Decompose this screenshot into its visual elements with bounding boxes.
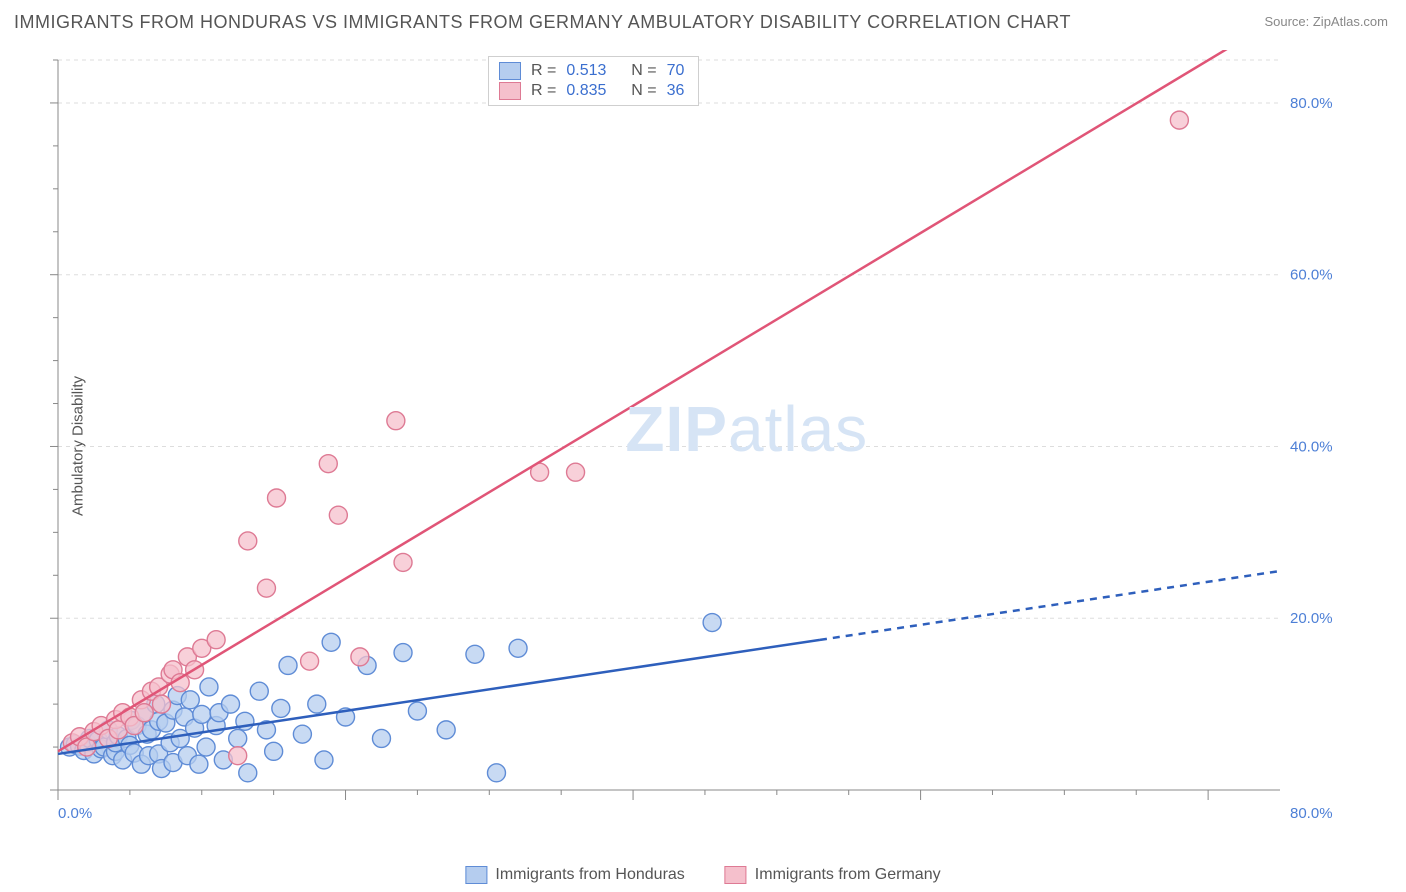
scatter-point <box>387 412 405 430</box>
legend-n-prefix: N = <box>631 82 656 100</box>
chart-plot-area: ZIPatlas 20.0%40.0%60.0%80.0%0.0%80.0% <box>50 50 1390 840</box>
scatter-point <box>703 614 721 632</box>
scatter-point <box>509 639 527 657</box>
scatter-svg: 20.0% 40.0% 60.0% 80.0% 0.0% 80.0% <box>50 50 1350 840</box>
scatter-point <box>1170 111 1188 129</box>
scatter-point <box>351 648 369 666</box>
regression-line-germany <box>58 50 1280 751</box>
scatter-point <box>487 764 505 782</box>
legend-swatch <box>499 82 521 100</box>
source-prefix: Source: <box>1264 14 1312 29</box>
legend-series-label: Immigrants from Honduras <box>495 866 684 884</box>
scatter-point <box>265 742 283 760</box>
scatter-point <box>329 506 347 524</box>
legend-n-prefix: N = <box>631 62 656 80</box>
scatter-point <box>293 725 311 743</box>
regression-line-honduras-dashed <box>820 571 1280 640</box>
scatter-germany <box>63 111 1188 765</box>
legend-series-item: Immigrants from Honduras <box>465 866 684 884</box>
scatter-point <box>437 721 455 739</box>
scatter-point <box>372 729 390 747</box>
scatter-point <box>319 455 337 473</box>
legend-r-prefix: R = <box>531 82 556 100</box>
legend-series-label: Immigrants from Germany <box>755 866 941 884</box>
scatter-point <box>308 695 326 713</box>
scatter-point <box>197 738 215 756</box>
scatter-point <box>279 656 297 674</box>
scatter-point <box>207 631 225 649</box>
legend-n-value: 70 <box>667 62 685 80</box>
scatter-point <box>135 704 153 722</box>
legend-n-value: 36 <box>667 82 685 100</box>
scatter-point <box>257 579 275 597</box>
legend-stats-row: R = 0.835 N = 36 <box>499 81 688 101</box>
scatter-point <box>229 747 247 765</box>
source-attribution: Source: ZipAtlas.com <box>1264 14 1388 29</box>
legend-series-item: Immigrants from Germany <box>725 866 941 884</box>
y-tick-label: 60.0% <box>1290 267 1333 284</box>
legend-swatch <box>725 866 747 884</box>
source-link[interactable]: ZipAtlas.com <box>1313 14 1388 29</box>
scatter-point <box>466 645 484 663</box>
legend-swatch <box>465 866 487 884</box>
y-tick-label: 80.0% <box>1290 95 1333 112</box>
scatter-point <box>394 644 412 662</box>
scatter-point <box>250 682 268 700</box>
scatter-point <box>229 729 247 747</box>
x-tick-label: 0.0% <box>58 805 92 822</box>
y-tick-label: 40.0% <box>1290 438 1333 455</box>
scatter-point <box>153 695 171 713</box>
scatter-point <box>239 532 257 550</box>
scatter-point <box>268 489 286 507</box>
legend-r-prefix: R = <box>531 62 556 80</box>
chart-title: IMMIGRANTS FROM HONDURAS VS IMMIGRANTS F… <box>14 12 1071 33</box>
x-ticks: 0.0% 80.0% <box>58 790 1333 822</box>
scatter-point <box>190 755 208 773</box>
legend-stats-row: R = 0.513 N = 70 <box>499 61 688 81</box>
scatter-point <box>322 633 340 651</box>
legend-series: Immigrants from Honduras Immigrants from … <box>465 866 940 884</box>
scatter-point <box>567 463 585 481</box>
legend-r-value: 0.513 <box>566 62 606 80</box>
scatter-point <box>394 553 412 571</box>
scatter-point <box>200 678 218 696</box>
x-tick-label: 80.0% <box>1290 805 1333 822</box>
legend-stats-box: R = 0.513 N = 70R = 0.835 N = 36 <box>488 56 699 106</box>
legend-r-value: 0.835 <box>566 82 606 100</box>
scatter-point <box>408 702 426 720</box>
scatter-point <box>272 699 290 717</box>
scatter-point <box>315 751 333 769</box>
scatter-point <box>239 764 257 782</box>
legend-swatch <box>499 62 521 80</box>
scatter-point <box>301 652 319 670</box>
scatter-point <box>181 691 199 709</box>
y-ticks <box>50 60 58 790</box>
y-tick-label: 20.0% <box>1290 610 1333 627</box>
scatter-point <box>222 695 240 713</box>
